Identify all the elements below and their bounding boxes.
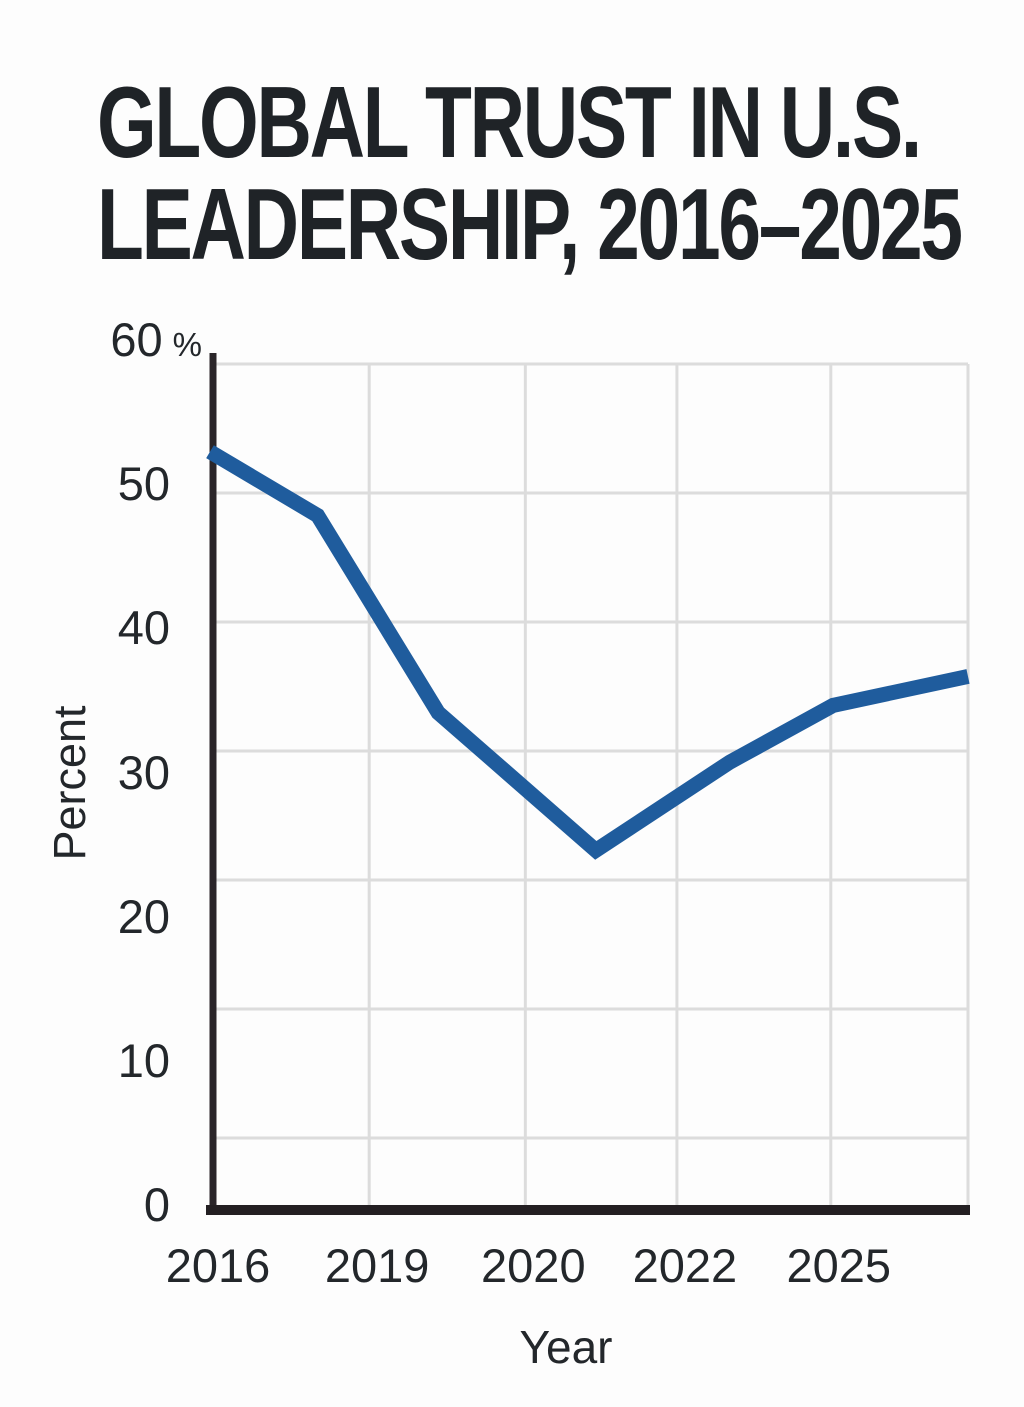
chart-title-line-1: GLOBAL TRUST IN U.S. xyxy=(97,67,922,179)
axes xyxy=(206,353,970,1215)
y-tick-label: 60% xyxy=(110,313,202,366)
x-tick-label: 2020 xyxy=(481,1239,586,1292)
trend-line xyxy=(206,445,970,860)
y-tick-label: 30 xyxy=(117,745,170,799)
y-tick-label: 20 xyxy=(117,889,170,943)
x-tick-label: 2019 xyxy=(324,1239,430,1292)
y-tick-label: 50 xyxy=(117,457,170,511)
x-axis-title: Year xyxy=(519,1321,613,1373)
x-tick-label: 2016 xyxy=(165,1239,271,1292)
vertical-gridlines xyxy=(367,364,970,1206)
y-tick-label: 10 xyxy=(117,1033,170,1087)
horizontal-gridlines xyxy=(216,362,968,1140)
trend-line-group xyxy=(206,445,970,860)
chart-title-line-2: LEADERSHIP, 2016–2025 xyxy=(97,169,963,281)
x-tick-label: 2025 xyxy=(786,1239,892,1292)
chart-title: GLOBAL TRUST IN U.S. LEADERSHIP, 2016–20… xyxy=(97,67,963,281)
y-tick-label: 40 xyxy=(117,601,170,655)
y-axis-unit: % xyxy=(172,326,202,363)
x-tick-label: 2022 xyxy=(632,1239,738,1292)
y-tick-label: 0 xyxy=(143,1178,170,1231)
y-axis-title: Percent xyxy=(44,705,95,861)
